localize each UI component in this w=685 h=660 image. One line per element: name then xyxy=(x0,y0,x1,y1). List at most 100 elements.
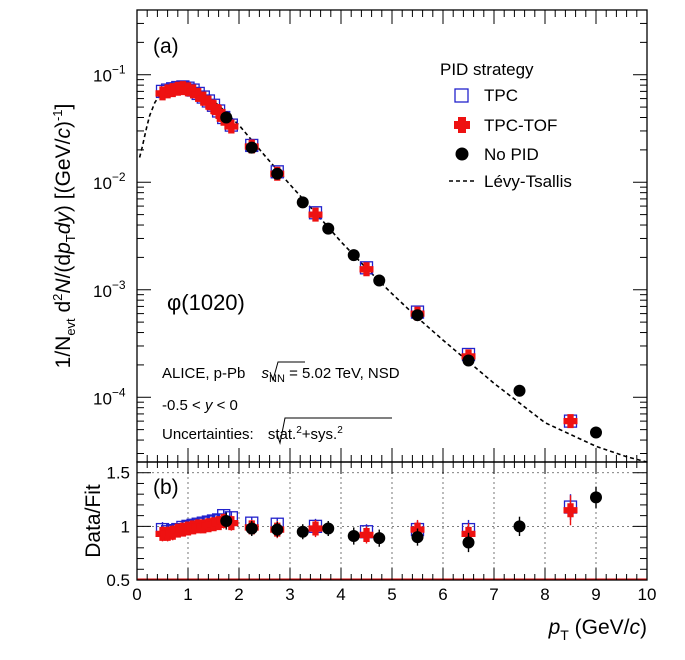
ratio-y-tick-label: 1 xyxy=(121,517,130,536)
legend-nopid-marker xyxy=(455,147,469,161)
nopid-marker xyxy=(462,354,475,367)
nopid-marker xyxy=(245,522,258,535)
ylabel-N: N xyxy=(52,278,75,294)
ratio-ticks xyxy=(136,461,648,581)
y-tick-label: 10−3 xyxy=(93,278,126,301)
ylabel-close: ) [(GeV/ xyxy=(52,138,75,212)
nopid-marker xyxy=(590,491,602,504)
info-line-3-pre: Uncertainties: xyxy=(162,426,258,443)
nopid-marker xyxy=(373,274,386,287)
x-tick-label: 5 xyxy=(387,585,396,604)
ylabel-c: c xyxy=(52,128,75,139)
legend: PID strategy TPC TPC-TOF No PID Lévy-Tsa… xyxy=(440,60,572,191)
ratio-data-points xyxy=(155,486,602,553)
ylabel-sup2: 2 xyxy=(50,294,65,301)
x-tick-label: 0 xyxy=(132,585,141,604)
info-line-2-post: < 0 xyxy=(212,397,237,414)
y-tick-label-base: 10 xyxy=(93,174,112,193)
info-line-3-mid: +sys. xyxy=(302,426,337,443)
xlabel-p: p xyxy=(548,616,561,639)
y-tick-label: 10−2 xyxy=(93,170,126,193)
nopid-marker xyxy=(245,141,258,154)
info-line-2: -0.5 < y < 0 xyxy=(162,397,238,414)
levy-tsallis-fit-curve xyxy=(138,87,648,463)
x-tick-label: 4 xyxy=(336,585,345,604)
y-tick-label-exp: −2 xyxy=(112,170,126,184)
y-tick-label-base: 10 xyxy=(93,389,112,408)
info-line-1-post: = 5.02 TeV, NSD xyxy=(285,365,400,382)
tpctof-marker xyxy=(201,95,216,110)
legend-tpc-label: TPC xyxy=(484,86,518,105)
tpctof-marker xyxy=(191,87,206,102)
panel-b-label: (b) xyxy=(153,476,179,499)
info-sqrt-s: s xyxy=(262,365,270,382)
ylabel-supm1: -1 xyxy=(50,109,65,121)
info-line-2-pre: -0.5 < xyxy=(162,397,205,414)
ratio-y-tick-label: 1.5 xyxy=(106,464,130,483)
xlabel-sub: T xyxy=(560,627,569,643)
nopid-marker xyxy=(322,522,335,535)
info-line-1: ALICE, p-Pb sNN = 5.02 TeV, NSD xyxy=(162,365,400,385)
xlabel-close: ) xyxy=(640,616,647,639)
legend-fit-label: Lévy-Tsallis xyxy=(484,172,572,191)
nopid-marker xyxy=(513,520,526,533)
tpctof-marker xyxy=(224,119,239,134)
tpctof-marker xyxy=(211,105,226,120)
tpctof-marker xyxy=(206,100,221,115)
ylabel-sub-evt: evt xyxy=(63,318,78,336)
ylabel-close2: ) xyxy=(52,121,75,128)
legend-tpc-marker xyxy=(454,88,469,103)
nopid-marker xyxy=(347,530,360,543)
legend-title: PID strategy xyxy=(440,60,534,79)
y-tick-label-exp: −1 xyxy=(112,63,126,77)
info-sqrt-sub: NN xyxy=(269,373,285,385)
legend-tpctof-marker xyxy=(454,117,470,133)
info-line-1-pre: ALICE, p-Pb xyxy=(162,365,250,382)
spectrum-y-ticks xyxy=(137,9,647,454)
tpctof-marker xyxy=(359,262,374,277)
y-tick-label-base: 10 xyxy=(93,282,112,301)
info-line-3-sup2: 2 xyxy=(337,425,343,436)
y-tick-label-exp: −3 xyxy=(112,278,126,292)
tpctof-marker xyxy=(196,91,211,106)
ylabel-p: p xyxy=(52,242,75,255)
x-tick-label: 7 xyxy=(489,585,498,604)
info-block: ALICE, p-Pb sNN = 5.02 TeV, NSD -0.5 < y… xyxy=(162,361,400,445)
spectrum-y-tick-labels: 10−110−210−310−4 xyxy=(93,63,126,409)
particle-label: φ(1020) xyxy=(167,290,245,315)
x-tick-label: 9 xyxy=(591,585,600,604)
ratio-tick-labels: 0.5 1 1.5 0 1 2 3 4 5 6 7 8 9 10 xyxy=(106,464,656,604)
nopid-marker xyxy=(590,426,602,439)
legend-nopid-label: No PID xyxy=(484,145,539,164)
y-tick-label-exp: −4 xyxy=(112,385,126,399)
nopid-marker xyxy=(411,309,424,322)
ylabel-dy: dy xyxy=(52,211,75,235)
tpctof-marker xyxy=(563,414,578,429)
ylabel-slash: /(d xyxy=(52,254,75,279)
xlabel-c: c xyxy=(630,616,641,639)
nopid-marker xyxy=(462,536,475,549)
info-line-2-y: y xyxy=(204,397,214,414)
spectrum-panel: 10−110−210−310−4 (a) φ(1020) PID strateg… xyxy=(50,9,648,463)
y-tick-label-base: 10 xyxy=(93,67,112,86)
ratio-panel: 0.5 1 1.5 0 1 2 3 4 5 6 7 8 9 10 (b) Data/Fit pT (GeV… xyxy=(82,461,656,643)
x-tick-label: 10 xyxy=(638,585,657,604)
y-tick-label: 10−1 xyxy=(93,63,126,86)
nopid-marker xyxy=(296,525,309,538)
x-tick-label: 8 xyxy=(540,585,549,604)
tpctof-marker xyxy=(563,503,578,518)
ratio-y-axis-title: Data/Fit xyxy=(82,484,105,558)
ylabel-end: ] xyxy=(52,104,75,110)
nopid-marker xyxy=(411,531,424,544)
tpctof-marker xyxy=(186,84,201,99)
sqrt-symbol-1 xyxy=(269,361,305,382)
x-tick-label: 1 xyxy=(183,585,192,604)
nopid-marker xyxy=(220,515,233,527)
nopid-marker xyxy=(271,167,284,180)
nopid-marker xyxy=(513,384,526,397)
info-line-3: Uncertainties: stat.2+sys.2 xyxy=(162,425,343,443)
nopid-marker xyxy=(271,523,284,536)
ylabel-subT: T xyxy=(63,234,78,242)
